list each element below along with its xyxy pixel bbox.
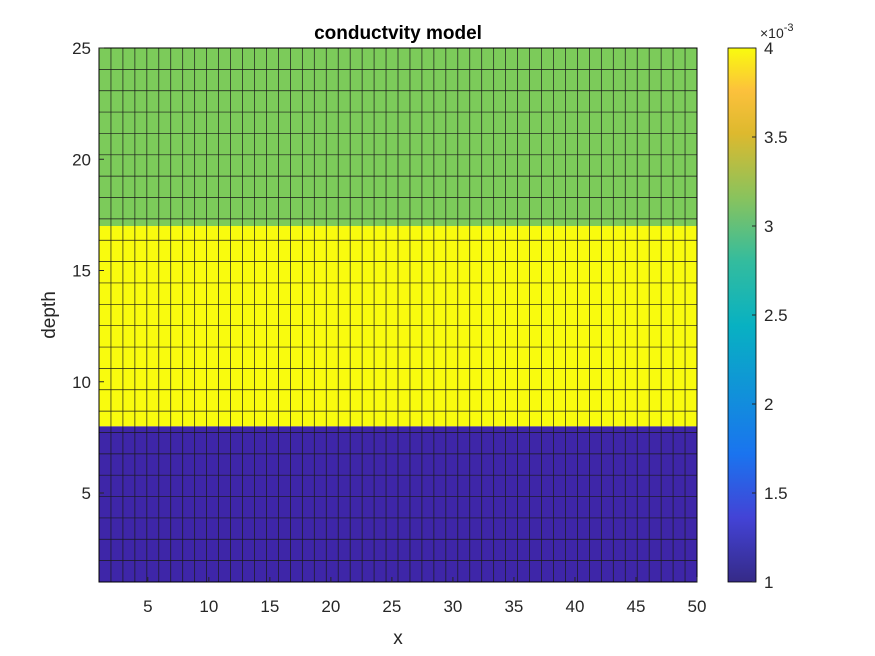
colorbar-tick-label: 2.5 [764,306,788,325]
y-tick-label: 20 [72,150,91,169]
x-tick-label: 35 [504,597,523,616]
plot-area-border [98,47,698,583]
x-tick-label: 20 [321,597,340,616]
colorbar-multiplier: ×10-3 [760,22,794,41]
x-tick-label: 40 [565,597,584,616]
colorbar-multiplier-base: ×10 [760,25,784,41]
y-axis-label: depth [39,291,60,339]
x-tick-label: 45 [627,597,646,616]
y-tick-label: 25 [72,39,91,58]
colorbar-tick-label: 1 [764,573,773,592]
x-tick-label: 30 [443,597,462,616]
x-tick-label: 25 [382,597,401,616]
x-tick-label: 50 [688,597,707,616]
colorbar [727,47,757,583]
y-tick-label: 5 [82,484,91,503]
chart-title: conductvity model [314,23,482,44]
y-axis: 5 10 15 20 25 [72,39,104,503]
x-axis-label: x [393,628,403,649]
colorbar-tick-label: 3.5 [764,128,788,147]
y-tick-label: 10 [72,373,91,392]
colorbar-tick-label: 1.5 [764,484,788,503]
x-tick-label: 5 [143,597,152,616]
colorbar-multiplier-exponent: -3 [784,22,794,34]
colorbar-tick-label: 3 [764,217,773,236]
colorbar-tick-label: 4 [764,39,773,58]
x-tick-label: 15 [260,597,279,616]
x-tick-label: 10 [199,597,218,616]
x-axis: 5 10 15 20 25 30 35 40 45 50 [143,577,706,616]
colorbar-tick-label: 2 [764,395,773,414]
y-tick-label: 15 [72,262,91,281]
colorbar-ticks: 1 1.5 2 2.5 3 3.5 4 [752,39,788,592]
